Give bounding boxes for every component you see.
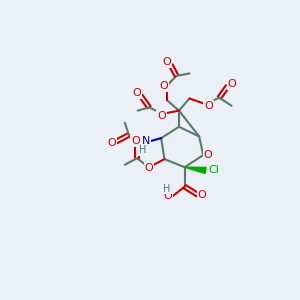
Text: O: O <box>131 136 140 146</box>
Text: O: O <box>159 81 168 91</box>
Text: H: H <box>139 145 146 155</box>
Text: O: O <box>164 191 172 201</box>
Text: O: O <box>108 138 116 148</box>
Text: O: O <box>145 163 153 173</box>
Polygon shape <box>184 167 206 173</box>
Text: O: O <box>157 111 166 121</box>
Text: O: O <box>203 150 212 160</box>
Text: O: O <box>198 190 207 200</box>
Text: H: H <box>164 184 171 194</box>
Text: O: O <box>133 88 142 98</box>
Text: Cl: Cl <box>208 165 219 176</box>
Text: O: O <box>204 101 213 111</box>
Text: O: O <box>228 79 236 89</box>
Text: O: O <box>163 57 171 67</box>
Text: N: N <box>142 136 150 146</box>
